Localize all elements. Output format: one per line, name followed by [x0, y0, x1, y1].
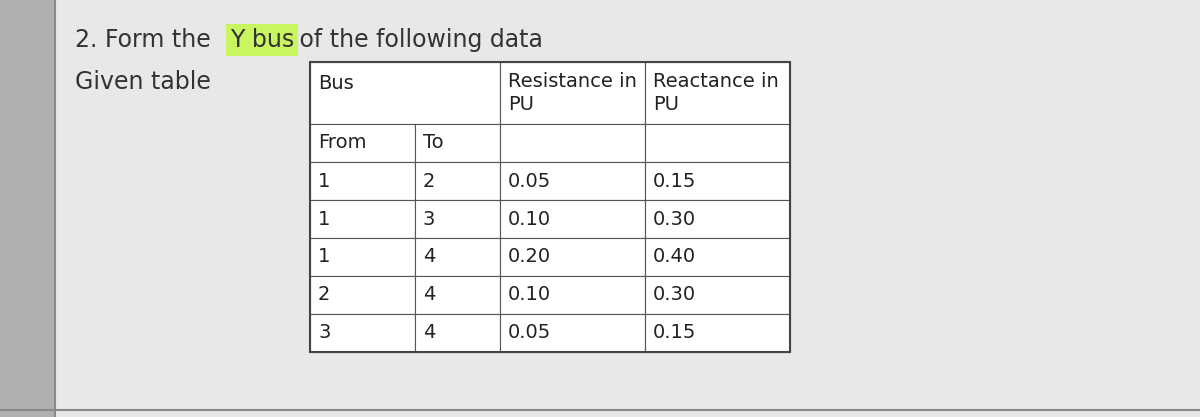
Text: 1: 1	[318, 209, 330, 229]
Text: 1: 1	[318, 248, 330, 266]
Bar	[500, 276, 646, 314]
Text: PU: PU	[508, 95, 534, 114]
Text: 4: 4	[424, 324, 436, 342]
Text: 4: 4	[424, 248, 436, 266]
Text: 2: 2	[424, 171, 436, 191]
Bar	[500, 162, 646, 200]
Bar	[310, 238, 415, 276]
Bar	[415, 238, 500, 276]
Text: 2. Form the: 2. Form the	[74, 28, 218, 52]
Text: 3: 3	[424, 209, 436, 229]
Text: of the following data: of the following data	[292, 28, 542, 52]
Bar	[415, 276, 500, 314]
Bar	[415, 162, 500, 200]
Text: Given table: Given table	[74, 70, 211, 94]
Bar	[310, 62, 790, 352]
Text: PU: PU	[653, 95, 679, 114]
Text: 2: 2	[318, 286, 330, 304]
Bar	[0, 0, 55, 417]
Bar	[500, 314, 646, 352]
Text: Reactance in: Reactance in	[653, 72, 779, 91]
Bar	[310, 314, 415, 352]
Text: To: To	[424, 133, 444, 153]
Bar	[310, 162, 415, 200]
Bar	[646, 276, 790, 314]
Text: Bus: Bus	[318, 74, 354, 93]
Text: 0.30: 0.30	[653, 209, 696, 229]
Text: 0.20: 0.20	[508, 248, 551, 266]
Bar	[310, 200, 415, 238]
Bar	[500, 200, 646, 238]
Text: Y bus: Y bus	[230, 28, 294, 52]
Bar	[415, 314, 500, 352]
Bar	[646, 124, 790, 162]
Bar	[646, 200, 790, 238]
Bar	[646, 314, 790, 352]
Text: 4: 4	[424, 286, 436, 304]
Bar	[310, 62, 500, 124]
Bar	[415, 124, 500, 162]
Bar	[500, 62, 646, 124]
Text: 1: 1	[318, 171, 330, 191]
Bar	[646, 162, 790, 200]
Text: 0.10: 0.10	[508, 286, 551, 304]
Text: 0.15: 0.15	[653, 171, 696, 191]
Bar	[500, 124, 646, 162]
Bar	[646, 62, 790, 124]
Text: 0.15: 0.15	[653, 324, 696, 342]
Text: 0.30: 0.30	[653, 286, 696, 304]
Bar	[310, 276, 415, 314]
Text: 0.40: 0.40	[653, 248, 696, 266]
Text: From: From	[318, 133, 366, 153]
Bar	[500, 238, 646, 276]
Bar	[310, 124, 415, 162]
Text: 0.05: 0.05	[508, 324, 551, 342]
Text: 3: 3	[318, 324, 330, 342]
Text: 0.05: 0.05	[508, 171, 551, 191]
Text: 0.10: 0.10	[508, 209, 551, 229]
Bar	[415, 200, 500, 238]
Text: Resistance in: Resistance in	[508, 72, 637, 91]
Bar	[646, 238, 790, 276]
